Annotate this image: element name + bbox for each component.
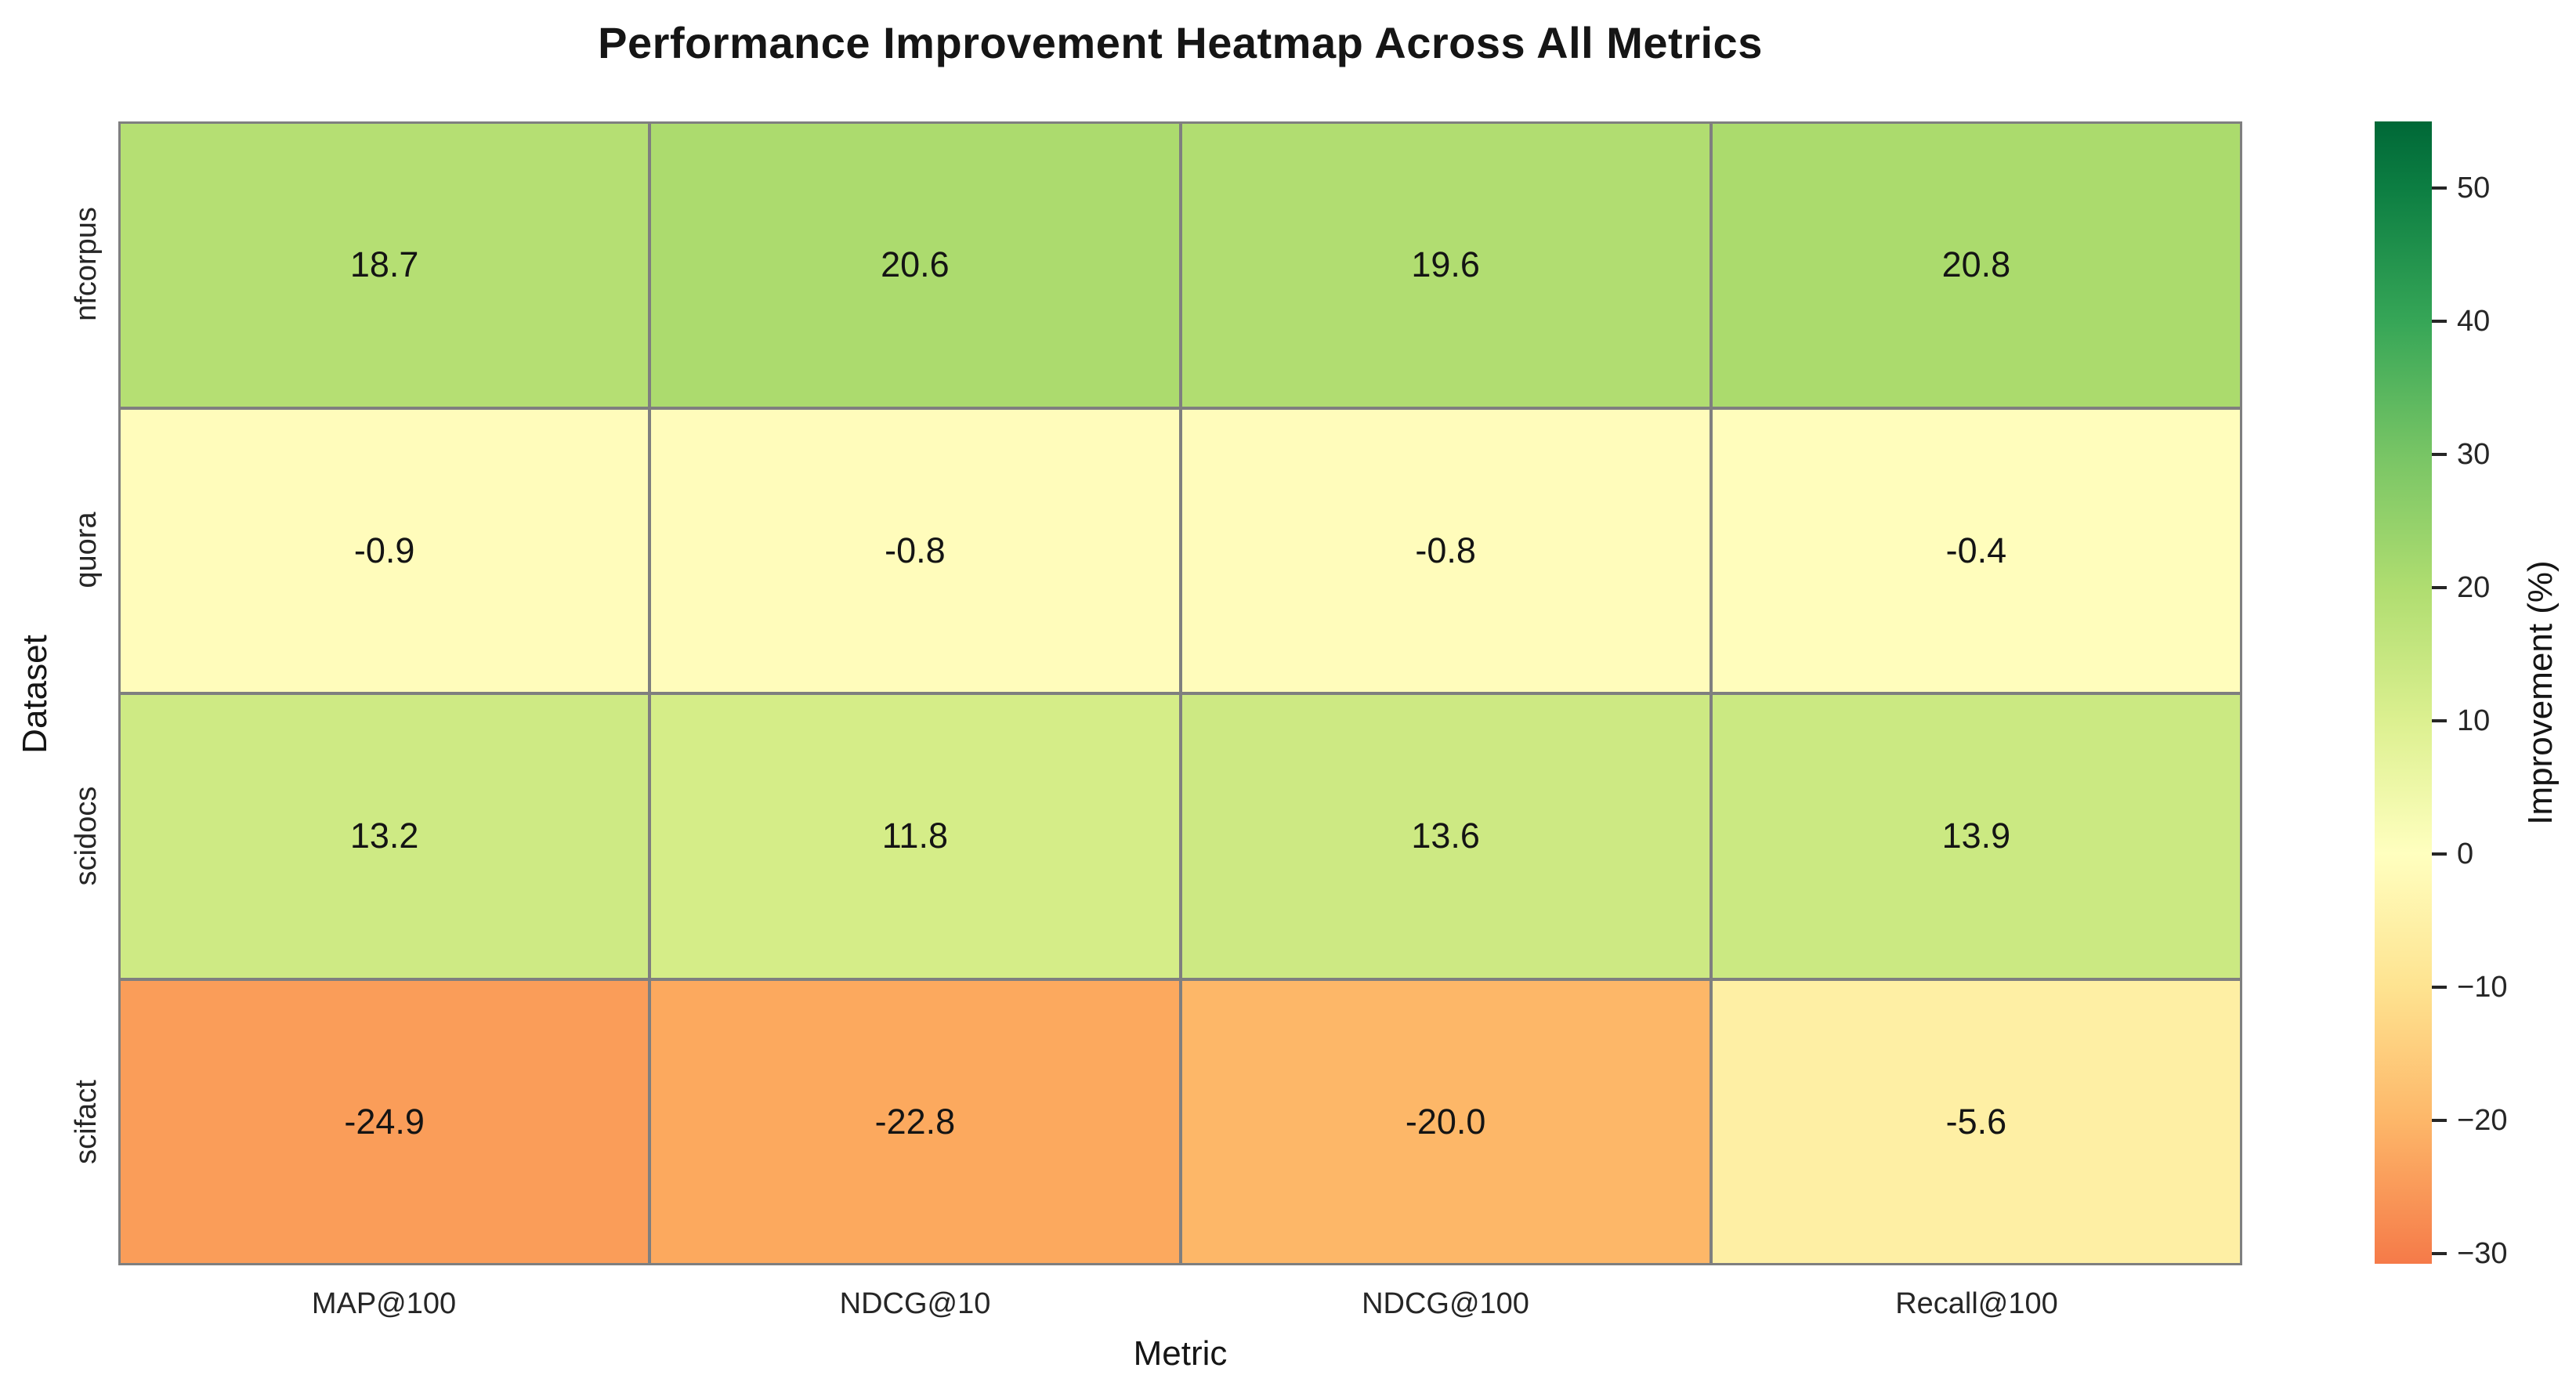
colorbar-tick-label-0: 0 xyxy=(2457,838,2474,870)
y-tick-label-nfcorpus: nfcorpus xyxy=(70,207,103,321)
colorbar-tick-mark-10 xyxy=(2432,719,2447,722)
heatmap-cell-scidocs-NDCG@100: 13.6 xyxy=(1181,695,1709,978)
heatmap-cell-scifact-Recall@100: -5.6 xyxy=(1712,980,2240,1263)
colorbar-tick-label-30: 30 xyxy=(2457,438,2491,471)
colorbar-tick-mark-0 xyxy=(2432,852,2447,856)
colorbar-tick-mark-−10 xyxy=(2432,986,2447,989)
heatmap-cell-nfcorpus-NDCG@100: 19.6 xyxy=(1181,124,1709,407)
heatmap-cell-nfcorpus-Recall@100: 20.8 xyxy=(1712,124,2240,407)
y-tick-label-scifact: scifact xyxy=(70,1080,103,1164)
heatmap-grid: 18.7 20.6 19.6 20.8 -0.9 -0.8 -0.8 -0.4 13.2 11.8… xyxy=(118,121,2242,1265)
x-axis-title: Metric xyxy=(1133,1334,1228,1373)
heatmap-cell-quora-NDCG@100: -0.8 xyxy=(1181,409,1709,692)
colorbar-tick-mark-20 xyxy=(2432,586,2447,589)
heatmap-cell-scifact-NDCG@100: -20.0 xyxy=(1181,980,1709,1263)
heatmap-cell-nfcorpus-NDCG@10: 20.6 xyxy=(651,124,1179,407)
x-tick-label-MAP@100: MAP@100 xyxy=(311,1287,457,1320)
colorbar-tick-label-−10: −10 xyxy=(2457,971,2508,1004)
y-tick-label-scidocs: scidocs xyxy=(70,786,103,886)
colorbar-tick-mark-50 xyxy=(2432,186,2447,190)
colorbar-tick-mark-−20 xyxy=(2432,1119,2447,1122)
heatmap-cell-scifact-MAP@100: -24.9 xyxy=(121,980,649,1263)
y-axis-title: Dataset xyxy=(16,635,54,754)
colorbar-tick-mark-30 xyxy=(2432,453,2447,456)
y-tick-label-quora: quora xyxy=(70,512,103,588)
heatmap-cell-quora-Recall@100: -0.4 xyxy=(1712,409,2240,692)
colorbar-tick-label-−20: −20 xyxy=(2457,1104,2508,1137)
heatmap-cell-nfcorpus-MAP@100: 18.7 xyxy=(121,124,649,407)
heatmap-cell-quora-NDCG@10: -0.8 xyxy=(651,409,1179,692)
colorbar-tick-label-10: 10 xyxy=(2457,704,2491,737)
x-tick-label-Recall@100: Recall@100 xyxy=(1895,1287,2058,1320)
colorbar-tick-label-50: 50 xyxy=(2457,172,2491,204)
colorbar-title: Improvement (%) xyxy=(2521,560,2560,825)
heatmap-cell-scidocs-MAP@100: 13.2 xyxy=(121,695,649,978)
x-tick-label-NDCG@10: NDCG@10 xyxy=(839,1287,991,1320)
colorbar-gradient xyxy=(2375,121,2432,1264)
colorbar-tick-label-20: 20 xyxy=(2457,571,2491,604)
heatmap-cell-scidocs-Recall@100: 13.9 xyxy=(1712,695,2240,978)
colorbar-tick-mark-−30 xyxy=(2432,1252,2447,1255)
colorbar-tick-mark-40 xyxy=(2432,320,2447,323)
heatmap-cell-scifact-NDCG@10: -22.8 xyxy=(651,980,1179,1263)
colorbar-tick-label-40: 40 xyxy=(2457,305,2491,338)
x-tick-label-NDCG@100: NDCG@100 xyxy=(1362,1287,1529,1320)
colorbar-tick-label-−30: −30 xyxy=(2457,1237,2508,1270)
heatmap-cell-quora-MAP@100: -0.9 xyxy=(121,409,649,692)
heatmap-cell-scidocs-NDCG@10: 11.8 xyxy=(651,695,1179,978)
chart-title: Performance Improvement Heatmap Across A… xyxy=(598,18,1763,67)
